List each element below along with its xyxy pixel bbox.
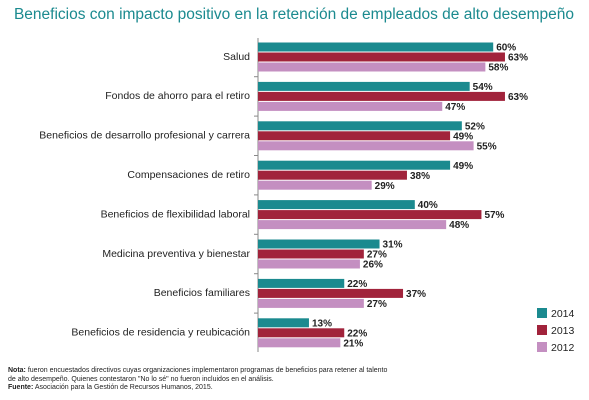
legend-swatch <box>537 325 547 335</box>
value-label: 26% <box>363 260 383 271</box>
legend-swatch <box>537 342 547 352</box>
legend-label: 2013 <box>551 325 575 337</box>
chart-title: Beneficios con impacto positivo en la re… <box>14 6 574 23</box>
bar <box>258 210 482 220</box>
notes: Nota: fueron encuestados directivos cuya… <box>8 367 393 393</box>
value-label: 55% <box>477 141 497 152</box>
legend-label: 2014 <box>551 308 575 320</box>
bar <box>258 249 364 259</box>
value-label: 63% <box>508 53 528 64</box>
value-label: 49% <box>453 161 473 172</box>
bar <box>258 81 470 91</box>
value-label: 40% <box>418 200 438 211</box>
value-label: 22% <box>347 279 367 290</box>
category-label: Salud <box>223 51 250 63</box>
bar <box>258 62 486 72</box>
category-label: Beneficios de residencia y reubicación <box>71 327 250 339</box>
bar <box>258 288 404 298</box>
bar <box>258 141 474 151</box>
bar <box>258 328 345 338</box>
bar <box>258 170 407 180</box>
note-text: fueron encuestados directivos cuyas orga… <box>8 367 388 383</box>
value-label: 37% <box>406 289 426 300</box>
source-text: Asociación para la Gestión de Recursos H… <box>34 384 213 391</box>
category-label: Beneficios de desarrollo profesional y c… <box>39 130 250 142</box>
bar <box>258 160 451 170</box>
value-label: 38% <box>410 171 430 182</box>
bar <box>258 338 341 348</box>
value-label: 57% <box>484 210 504 221</box>
category-label: Compensaciones de retiro <box>127 169 250 181</box>
bar <box>258 91 505 101</box>
value-label: 58% <box>488 63 508 74</box>
bar <box>258 220 447 230</box>
note-label: Nota: <box>8 367 26 374</box>
value-label: 27% <box>367 250 387 261</box>
bar <box>258 121 462 131</box>
category-label: Medicina preventiva y bienestar <box>102 248 250 260</box>
category-label: Beneficios de flexibilidad laboral <box>101 208 250 220</box>
bar <box>258 298 364 308</box>
legend-label: 2012 <box>551 342 575 354</box>
value-label: 29% <box>375 181 395 192</box>
bar <box>258 42 494 52</box>
value-label: 21% <box>343 338 363 349</box>
bar <box>258 131 451 141</box>
bar <box>258 239 380 249</box>
note: Nota: fueron encuestados directivos cuya… <box>8 367 393 384</box>
category-label: Beneficios familiares <box>154 287 250 299</box>
value-label: 54% <box>473 82 493 93</box>
bar <box>258 200 415 210</box>
chart: Beneficios con impacto positivo en la re… <box>14 6 575 354</box>
bar <box>258 101 443 111</box>
value-label: 47% <box>445 102 465 113</box>
value-label: 27% <box>367 299 387 310</box>
bar <box>258 278 345 288</box>
value-label: 63% <box>508 92 528 103</box>
bar <box>258 318 309 328</box>
value-label: 31% <box>383 240 403 251</box>
bar <box>258 52 505 62</box>
value-label: 13% <box>312 318 332 329</box>
value-label: 52% <box>465 121 485 132</box>
value-label: 49% <box>453 131 473 142</box>
value-label: 60% <box>496 43 516 54</box>
bar <box>258 180 372 190</box>
bar <box>258 259 360 269</box>
legend-swatch <box>537 308 547 318</box>
value-label: 48% <box>449 220 469 231</box>
value-label: 22% <box>347 328 367 339</box>
source: Fuente: Asociación para la Gestión de Re… <box>8 384 393 393</box>
category-label: Fondos de ahorro para el retiro <box>105 90 250 102</box>
source-label: Fuente: <box>8 384 34 391</box>
